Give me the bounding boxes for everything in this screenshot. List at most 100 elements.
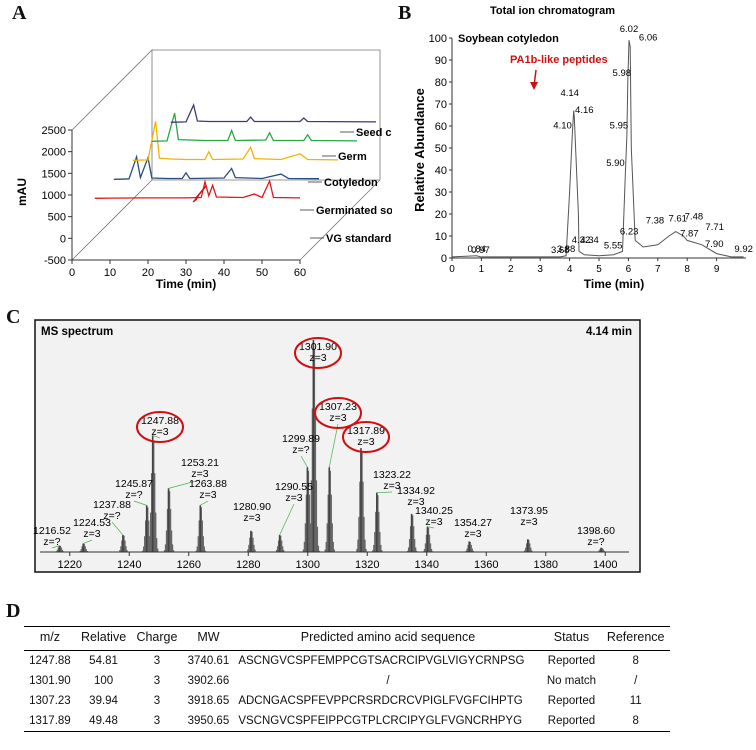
table-row: 1301.90 100 3 3902.66 / No match / (24, 671, 670, 691)
panel-a-series-line (94, 178, 301, 199)
panel-a-x-tick-label: 60 (294, 267, 306, 279)
panel-b-x-tick-label: 5 (596, 264, 602, 275)
panel-b-title: Total ion chromatogram (490, 5, 615, 17)
panel-b-ylabel: Relative Abundance (412, 88, 427, 212)
panel-c-peak-charge: z=3 (83, 528, 100, 540)
panel-c-circle-highlight (136, 411, 184, 443)
panel-c-axis: 1220 1240 1260 1280 1300 1320 1340 1360 1380 1400 (40, 551, 629, 571)
panel-b-peak-label: 3.68 (551, 245, 570, 256)
panel-b-peak-label: 7.38 (646, 216, 665, 227)
panel-b-x-tick-label: 8 (684, 264, 690, 275)
cell-reference: / (634, 675, 638, 687)
panel-c-peak-charge: z=3 (151, 426, 168, 438)
panel-b-peak-label: 4.10 (553, 120, 572, 131)
table-row: 1247.88 54.81 3 3740.61 ASCNGVCSPFEMPPCG… (24, 651, 670, 672)
cell-mz: 1301.90 (29, 675, 71, 687)
panel-c-peak-mz: 1245.87 (115, 478, 153, 490)
panel-a-legend-label: Germ (338, 151, 367, 163)
panel-c-peak-charge: z=? (292, 444, 309, 456)
panel-a-y-tick-label: -500 (44, 255, 66, 267)
panel-c-peak-charge: z=3 (199, 489, 216, 501)
panel-c-leader-line (133, 500, 147, 506)
panel-b-tic-line (451, 40, 744, 258)
panel-c-peak-mz: 1373.95 (510, 505, 548, 517)
panel-c-peak-charge: z=3 (309, 352, 326, 364)
panel-a-y-tick-label: 2000 (42, 147, 66, 159)
panel-b-peak-label: 7.87 (680, 228, 699, 239)
panel-b-y-tick-label: 80 (435, 77, 447, 89)
cell-reference: 11 (629, 695, 642, 707)
panel-c-peak-charge: z=3 (520, 516, 537, 528)
panel-letter-c: C (6, 306, 21, 328)
panel-a-red-arrowhead (192, 194, 200, 203)
cell-sequence: VSCNGVCSPFEIPPCGTPLCRCIPYGLFVGNCRHPYG (234, 711, 542, 732)
panel-b-chart: Total ion chromatogram Soybean cotyledon… (412, 5, 753, 291)
cell-reference: 8 (632, 655, 639, 667)
panel-b-peak-label: 7.61 (668, 213, 687, 224)
panel-c-peak-mz: 1247.88 (141, 415, 179, 427)
panel-b-y-tick-label: 0 (441, 253, 447, 265)
panel-c-peak-mz: 1334.92 (397, 485, 435, 497)
table-header-row: m/z Relative Charge MW Predicted amino a… (24, 626, 670, 651)
col-header-relative: Relative (75, 626, 132, 651)
panel-b-y-tick-label: 50 (435, 143, 447, 155)
panel-c-peak-mz: 1307.23 (319, 401, 357, 413)
panel-c-peak-labels: 1216.52z=?1224.53z=31237.88z=?1245.87z=?… (33, 337, 615, 549)
panel-b-axes: 0 10 20 30 40 50 60 70 80 90 100 0 1 2 3 4 5 6 7 8 9 (429, 33, 746, 275)
cell-relative: 39.94 (89, 695, 118, 707)
cell-mw: 3902.66 (187, 675, 230, 687)
panel-c-peak-charge: z=? (103, 510, 120, 522)
cell-relative: 54.81 (89, 655, 118, 667)
panel-b-y-tick-label: 60 (435, 121, 447, 133)
panel-c-leader-line (51, 545, 60, 549)
panel-b-y-tick-label: 20 (435, 209, 447, 221)
panel-c-leader-line (427, 526, 435, 529)
cell-mz: 1307.23 (29, 695, 71, 707)
panel-c-peak-mz: 1216.52 (33, 525, 71, 537)
panel-c-peak-mz: 1290.55 (275, 481, 313, 493)
panel-c-peak-charge: z=3 (285, 492, 302, 504)
panel-c-x-tick-label: 1220 (58, 559, 82, 571)
cell-sequence: ADCNGACSPFEVPPCRSRDCRCVPIGLFVGFCIHPTG (238, 695, 523, 707)
cell-charge: 3 (153, 655, 161, 667)
cell-mw: 3740.61 (187, 655, 230, 667)
panel-b-peak-label: 9.92 (734, 244, 753, 255)
panel-a-y-tick-label: 1000 (42, 190, 66, 202)
panel-b-peak-label: 7.71 (705, 222, 724, 233)
panel-c-peak-charge: z=? (125, 489, 142, 501)
panel-b-y-tick-label: 30 (435, 187, 447, 199)
panel-b-peak-label: 7.48 (685, 212, 704, 223)
panel-b-x-tick-label: 7 (655, 264, 661, 275)
panel-c-peak-charge: z=3 (407, 496, 424, 508)
col-header-mw: MW (182, 626, 235, 651)
panel-b-peak-label: 4.32 (572, 235, 591, 246)
panel-b-peak-label: 5.55 (604, 241, 623, 252)
panel-b-y-tick-label: 40 (435, 165, 447, 177)
cell-charge: 3 (153, 695, 161, 707)
panel-b-x-tick-label: 6 (626, 264, 632, 275)
cell-sequence: / (386, 675, 390, 687)
cell-status: Reported (547, 695, 596, 707)
cell-reference: 8 (601, 711, 670, 732)
panel-c-peak-mz: 1263.88 (189, 478, 227, 490)
panel-c-x-tick-label: 1280 (236, 559, 260, 571)
panel-a-xlabel: Time (min) (156, 277, 216, 291)
panel-a-series-line (170, 102, 377, 123)
panel-c-leader-line (83, 539, 93, 544)
panel-c-leader-line (376, 491, 393, 493)
panel-b-y-tick-label: 100 (429, 33, 447, 45)
panel-c-x-tick-label: 1400 (593, 559, 617, 571)
panel-c-peak-mz: 1340.25 (415, 505, 453, 517)
panel-b-peak-label: 4.16 (575, 105, 594, 116)
panel-c-x-tick-label: 1340 (415, 559, 439, 571)
panel-b-annotation: PA1b-like peptides (510, 54, 608, 66)
cell-mw: 3918.65 (187, 695, 230, 707)
panel-b-peak-label: 0.97 (471, 245, 490, 256)
cell-status: Reported (541, 711, 602, 732)
panel-b-peak-label: 7.90 (705, 239, 724, 250)
panel-c-leader-line (328, 423, 339, 468)
panel-b-peak-label: 3.88 (557, 244, 576, 255)
panel-c-peak-charge: z=3 (329, 412, 346, 424)
panel-a-floor-right (299, 179, 381, 261)
panel-c-leader-line (168, 479, 201, 489)
